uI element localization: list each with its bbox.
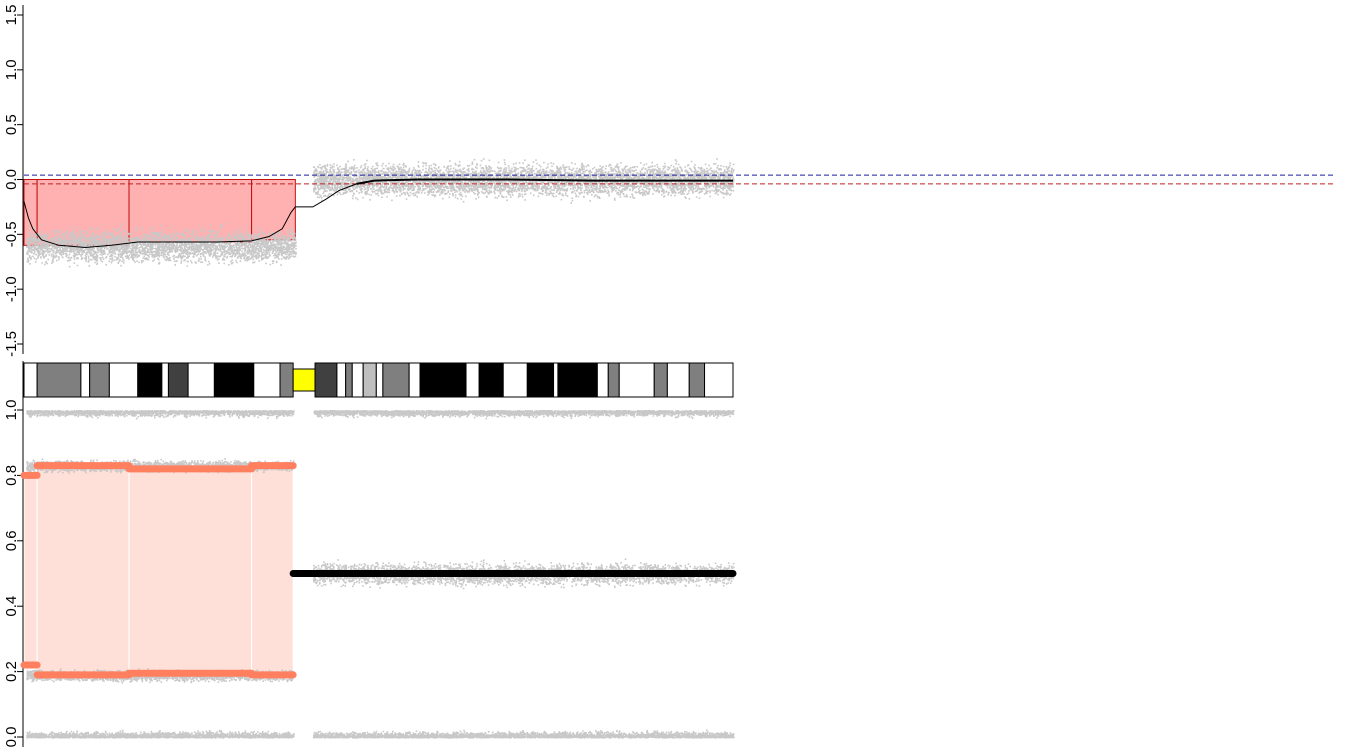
cytoband: [465, 362, 480, 398]
cytoband: [478, 362, 504, 398]
lrr-y-tick-label: 0.0: [3, 169, 20, 190]
imbalance-region: [36, 465, 130, 676]
imbalance-region: [251, 465, 294, 676]
baf-y-tick-label: 0.4: [3, 596, 20, 617]
lrr-y-tick-label: -0.5: [3, 221, 20, 247]
cytoband: [80, 362, 91, 398]
cytoband: [187, 362, 215, 398]
cytoband: [408, 362, 421, 398]
cytoband: [502, 362, 528, 398]
baf-y-tick-label: 0.6: [3, 530, 20, 551]
cytoband: [526, 362, 555, 398]
cytoband: [666, 362, 690, 398]
baf-y-tick-label: 0.2: [3, 661, 20, 682]
baf-y-tick-label: 0.0: [3, 727, 20, 748]
lrr-y-tick-label: -1.0: [3, 276, 20, 302]
segment-mean-line: [356, 178, 733, 185]
cytoband: [213, 362, 255, 398]
baf-y-tick-label: 1.0: [3, 400, 20, 421]
loss-segment: [128, 179, 253, 243]
cytoband: [314, 362, 338, 398]
cytoband: [653, 362, 668, 398]
baf-y-tick-label: 0.8: [3, 465, 20, 486]
cytoband: [607, 362, 620, 398]
cytoband: [253, 362, 281, 398]
loss-segment: [23, 179, 38, 246]
cytoband: [167, 362, 189, 398]
cytoband: [279, 362, 294, 398]
cytoband: [557, 362, 598, 398]
cytoband: [351, 362, 364, 398]
cytoband: [553, 362, 559, 398]
loss-segment: [251, 179, 296, 241]
cytoband: [345, 362, 353, 398]
lrr-y-tick-label: -1.5: [3, 331, 20, 357]
cytoband: [618, 362, 655, 398]
cytoband: [137, 362, 163, 398]
lrr-y-tick-label: 0.5: [3, 114, 20, 135]
log-ratio-panel: -1.5 -1.0 -0.5 0.0 0.5 1.0 1.5: [3, 5, 1333, 357]
cytoband: [596, 362, 609, 398]
cytoband: [336, 362, 347, 398]
cytoband: [36, 362, 82, 398]
cytoband: [362, 362, 377, 398]
lrr-y-tick-label: 1.5: [3, 5, 20, 26]
lrr-y-tick-label: 1.0: [3, 59, 20, 80]
cytoband: [23, 362, 38, 398]
allele-frequency-panel: 0.0 0.2 0.4 0.6 0.8 1.0: [3, 400, 737, 748]
cytoband: [419, 362, 467, 398]
imbalance-region: [23, 474, 38, 666]
cytoband: [89, 362, 110, 398]
centromere-band: [292, 368, 316, 392]
cytoband: [108, 362, 139, 398]
cytoband: [161, 362, 169, 398]
chromosome-ideogram: [22, 361, 734, 403]
lrr-data-points: [26, 158, 735, 268]
cytoband: [375, 362, 384, 398]
cytoband: [704, 362, 734, 398]
cytoband: [382, 362, 410, 398]
cytoband: [688, 362, 706, 398]
imbalance-region: [128, 468, 253, 674]
